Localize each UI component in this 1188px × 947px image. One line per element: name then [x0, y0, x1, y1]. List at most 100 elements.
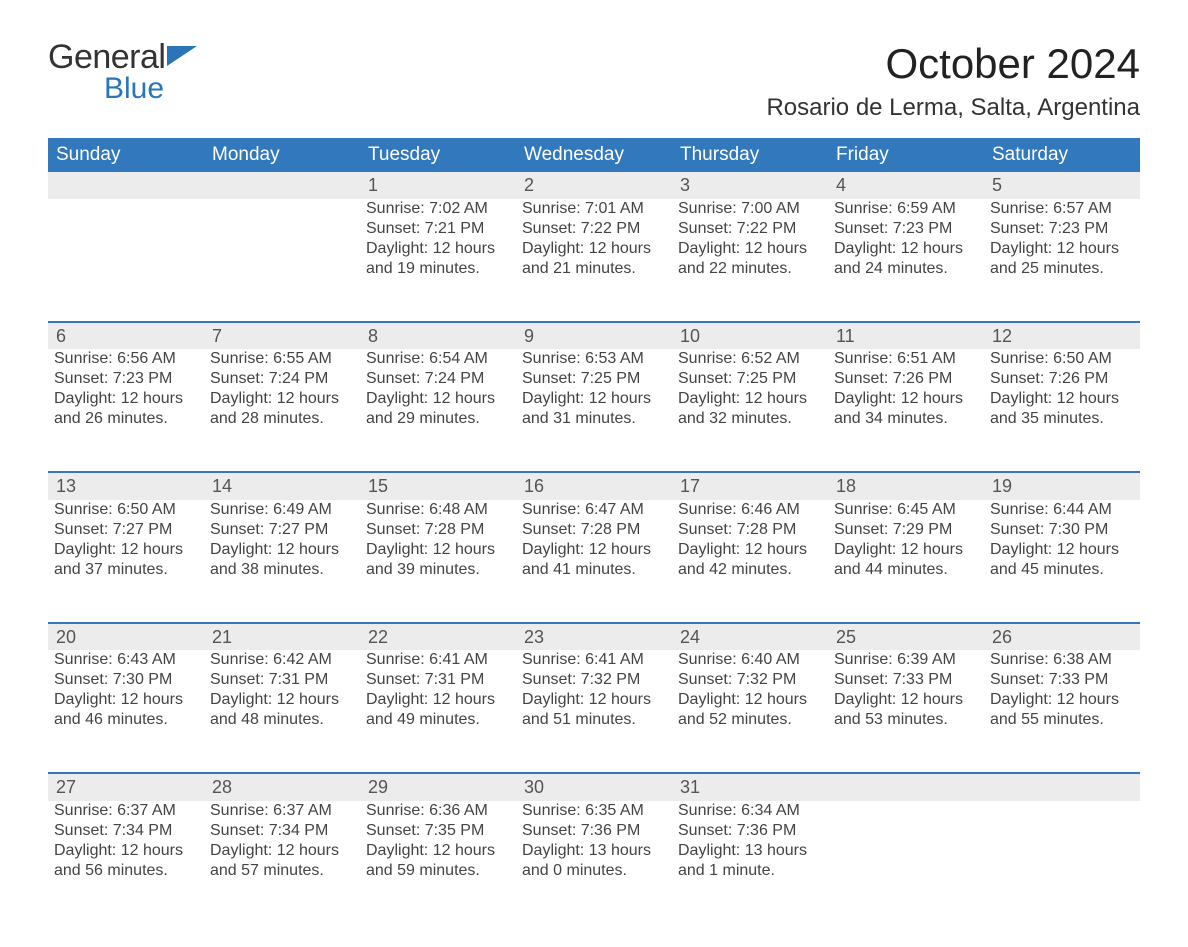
daylight-text-1: Daylight: 12 hours	[990, 690, 1134, 710]
weekday-header: Wednesday	[516, 138, 672, 172]
day-cell: Sunrise: 6:40 AMSunset: 7:32 PMDaylight:…	[672, 650, 828, 756]
daylight-text-2: and 49 minutes.	[366, 710, 510, 730]
daylight-text-2: and 25 minutes.	[990, 259, 1134, 279]
day-cell: Sunrise: 7:00 AMSunset: 7:22 PMDaylight:…	[672, 199, 828, 305]
sunset-text: Sunset: 7:36 PM	[678, 821, 822, 841]
day-cell: Sunrise: 6:51 AMSunset: 7:26 PMDaylight:…	[828, 349, 984, 455]
sunset-text: Sunset: 7:33 PM	[834, 670, 978, 690]
daylight-text-1: Daylight: 12 hours	[522, 540, 666, 560]
daylight-text-1: Daylight: 12 hours	[834, 540, 978, 560]
sunset-text: Sunset: 7:27 PM	[54, 520, 198, 540]
sunset-text: Sunset: 7:29 PM	[834, 520, 978, 540]
day-number-cell: 16	[516, 473, 672, 500]
day-number-cell: 23	[516, 624, 672, 651]
day-number-cell: 6	[48, 323, 204, 350]
day-number-cell: 26	[984, 624, 1140, 651]
daylight-text-1: Daylight: 12 hours	[366, 239, 510, 259]
day-number-cell: 22	[360, 624, 516, 651]
week-separator	[48, 455, 1140, 473]
day-number-cell: 2	[516, 172, 672, 199]
day-number-cell: 11	[828, 323, 984, 350]
week-separator	[48, 606, 1140, 624]
sunset-text: Sunset: 7:30 PM	[990, 520, 1134, 540]
sunrise-text: Sunrise: 6:42 AM	[210, 650, 354, 670]
day-number-row: 13141516171819	[48, 473, 1140, 500]
daylight-text-1: Daylight: 12 hours	[366, 389, 510, 409]
day-cell: Sunrise: 6:42 AMSunset: 7:31 PMDaylight:…	[204, 650, 360, 756]
location-label: Rosario de Lerma, Salta, Argentina	[766, 94, 1140, 122]
day-number-cell: 20	[48, 624, 204, 651]
day-cell: Sunrise: 6:52 AMSunset: 7:25 PMDaylight:…	[672, 349, 828, 455]
sunset-text: Sunset: 7:32 PM	[678, 670, 822, 690]
daylight-text-1: Daylight: 12 hours	[522, 690, 666, 710]
daylight-text-2: and 29 minutes.	[366, 409, 510, 429]
sunset-text: Sunset: 7:25 PM	[678, 369, 822, 389]
sunrise-text: Sunrise: 6:36 AM	[366, 801, 510, 821]
daylight-text-2: and 31 minutes.	[522, 409, 666, 429]
daylight-text-2: and 39 minutes.	[366, 560, 510, 580]
sunrise-text: Sunrise: 6:39 AM	[834, 650, 978, 670]
daylight-text-1: Daylight: 12 hours	[990, 389, 1134, 409]
day-cell: Sunrise: 6:46 AMSunset: 7:28 PMDaylight:…	[672, 500, 828, 606]
sunrise-text: Sunrise: 6:37 AM	[54, 801, 198, 821]
sunrise-text: Sunrise: 6:44 AM	[990, 500, 1134, 520]
daylight-text-1: Daylight: 12 hours	[366, 841, 510, 861]
sunset-text: Sunset: 7:24 PM	[366, 369, 510, 389]
day-number-row: 6789101112	[48, 323, 1140, 350]
daylight-text-1: Daylight: 12 hours	[834, 690, 978, 710]
daylight-text-2: and 0 minutes.	[522, 861, 666, 881]
sunrise-text: Sunrise: 7:01 AM	[522, 199, 666, 219]
daylight-text-2: and 55 minutes.	[990, 710, 1134, 730]
sunrise-text: Sunrise: 6:35 AM	[522, 801, 666, 821]
brand-part1: General	[48, 40, 165, 74]
day-cell: Sunrise: 6:44 AMSunset: 7:30 PMDaylight:…	[984, 500, 1140, 606]
daylight-text-2: and 42 minutes.	[678, 560, 822, 580]
sunrise-text: Sunrise: 6:59 AM	[834, 199, 978, 219]
day-number-cell: 31	[672, 774, 828, 801]
daylight-text-2: and 53 minutes.	[834, 710, 978, 730]
daylight-text-2: and 41 minutes.	[522, 560, 666, 580]
day-number-row: 2728293031	[48, 774, 1140, 801]
daylight-text-1: Daylight: 12 hours	[366, 540, 510, 560]
sunset-text: Sunset: 7:28 PM	[366, 520, 510, 540]
day-number-cell: 29	[360, 774, 516, 801]
daylight-text-1: Daylight: 12 hours	[54, 540, 198, 560]
day-cell: Sunrise: 6:57 AMSunset: 7:23 PMDaylight:…	[984, 199, 1140, 305]
daylight-text-1: Daylight: 12 hours	[54, 690, 198, 710]
weekday-header: Thursday	[672, 138, 828, 172]
day-cell: Sunrise: 6:45 AMSunset: 7:29 PMDaylight:…	[828, 500, 984, 606]
daylight-text-2: and 34 minutes.	[834, 409, 978, 429]
day-cell: Sunrise: 6:35 AMSunset: 7:36 PMDaylight:…	[516, 801, 672, 907]
daylight-text-2: and 59 minutes.	[366, 861, 510, 881]
daylight-text-2: and 28 minutes.	[210, 409, 354, 429]
sunrise-text: Sunrise: 6:56 AM	[54, 349, 198, 369]
sunrise-text: Sunrise: 6:53 AM	[522, 349, 666, 369]
sunrise-text: Sunrise: 6:46 AM	[678, 500, 822, 520]
day-content-row: Sunrise: 6:43 AMSunset: 7:30 PMDaylight:…	[48, 650, 1140, 756]
sunrise-text: Sunrise: 6:48 AM	[366, 500, 510, 520]
daylight-text-1: Daylight: 12 hours	[678, 389, 822, 409]
daylight-text-1: Daylight: 12 hours	[522, 239, 666, 259]
weekday-header: Sunday	[48, 138, 204, 172]
sunrise-text: Sunrise: 6:50 AM	[990, 349, 1134, 369]
sunset-text: Sunset: 7:21 PM	[366, 219, 510, 239]
day-number-cell: 4	[828, 172, 984, 199]
day-number-cell: 7	[204, 323, 360, 350]
day-number-cell: 18	[828, 473, 984, 500]
daylight-text-2: and 24 minutes.	[834, 259, 978, 279]
daylight-text-2: and 32 minutes.	[678, 409, 822, 429]
weekday-header: Tuesday	[360, 138, 516, 172]
day-cell: Sunrise: 6:39 AMSunset: 7:33 PMDaylight:…	[828, 650, 984, 756]
sunset-text: Sunset: 7:24 PM	[210, 369, 354, 389]
day-content-row: Sunrise: 6:56 AMSunset: 7:23 PMDaylight:…	[48, 349, 1140, 455]
sunrise-text: Sunrise: 6:41 AM	[522, 650, 666, 670]
sunrise-text: Sunrise: 7:00 AM	[678, 199, 822, 219]
day-cell: Sunrise: 6:54 AMSunset: 7:24 PMDaylight:…	[360, 349, 516, 455]
daylight-text-2: and 19 minutes.	[366, 259, 510, 279]
day-cell: Sunrise: 6:49 AMSunset: 7:27 PMDaylight:…	[204, 500, 360, 606]
weekday-header: Saturday	[984, 138, 1140, 172]
daylight-text-2: and 48 minutes.	[210, 710, 354, 730]
flag-icon	[167, 46, 197, 70]
daylight-text-2: and 21 minutes.	[522, 259, 666, 279]
sunset-text: Sunset: 7:27 PM	[210, 520, 354, 540]
